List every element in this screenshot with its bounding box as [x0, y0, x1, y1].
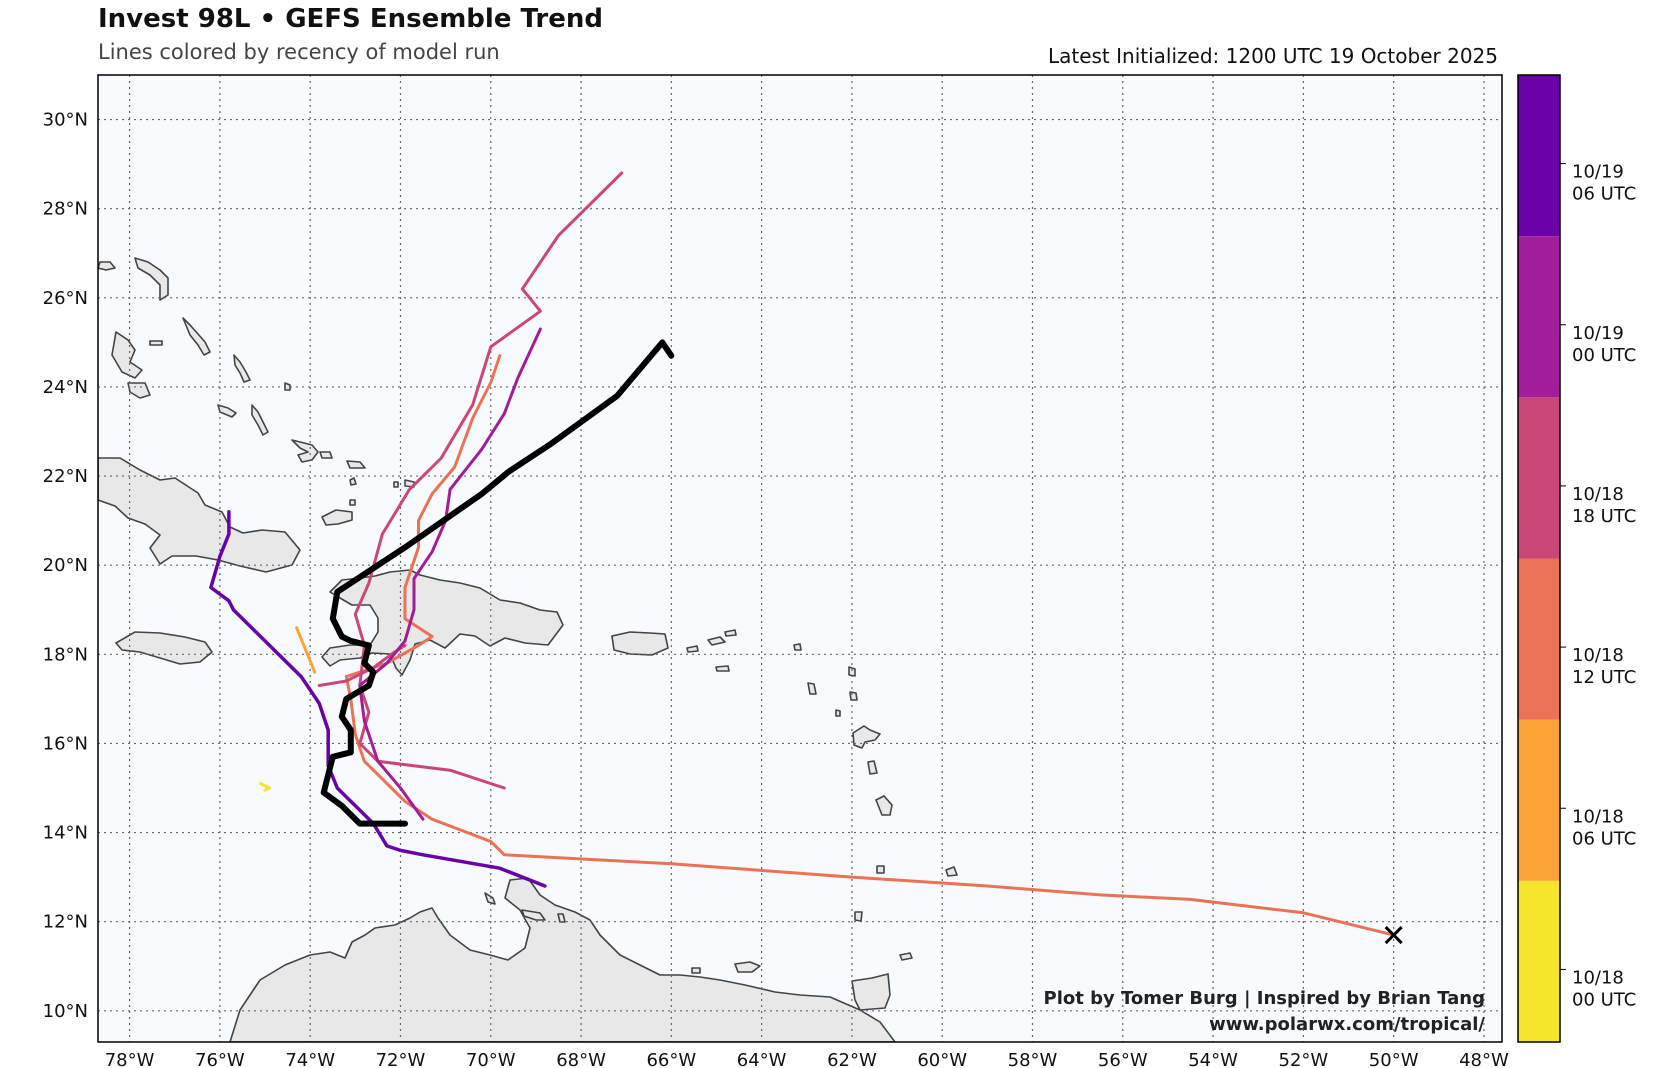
lon-tick-label: 62°W — [827, 1050, 877, 1068]
land-layer — [98, 257, 958, 1042]
lat-tick-label: 14°N — [43, 823, 88, 844]
lon-tick-label: 50°W — [1369, 1050, 1419, 1068]
colorbar-label: 10/19 00 UTC — [1572, 323, 1636, 366]
colorbar-segment — [1518, 719, 1560, 881]
lon-tick-label: 68°W — [556, 1050, 606, 1068]
map-title: Invest 98L • GEFS Ensemble Trend — [98, 4, 603, 34]
lat-tick-label: 22°N — [43, 466, 88, 487]
latitude-ticks: 10°N 12°N 14°N 16°N 18°N 20°N 22°N 24°N 26°N 28°N… — [43, 110, 88, 1022]
lat-tick-label: 12°N — [43, 912, 88, 933]
track-line — [259, 782, 271, 792]
colorbar-label: 10/18 06 UTC — [1572, 806, 1636, 849]
lon-tick-label: 52°W — [1279, 1050, 1329, 1068]
lon-tick-label: 48°W — [1459, 1050, 1509, 1068]
lon-tick-label: 66°W — [646, 1050, 696, 1068]
graticule — [98, 75, 1502, 1042]
colorbar-frame — [1517, 74, 1561, 1043]
lon-tick-label: 56°W — [1098, 1050, 1148, 1068]
track-line — [344, 354, 1396, 937]
lat-tick-label: 18°N — [43, 644, 88, 665]
puerto-rico-island — [611, 631, 669, 656]
colorbar-segment — [1518, 880, 1560, 1042]
lat-tick-label: 28°N — [43, 199, 88, 220]
lat-tick-label: 24°N — [43, 377, 88, 398]
colorbar-segment — [1518, 397, 1560, 559]
colorbar-label: 10/19 06 UTC — [1572, 162, 1636, 205]
trinidad-island — [851, 973, 891, 1011]
hispaniola-island — [321, 569, 564, 676]
lon-tick-label: 58°W — [1008, 1050, 1058, 1068]
lon-tick-label: 54°W — [1188, 1050, 1238, 1068]
track-line — [358, 327, 542, 821]
credit-url: www.polarwx.com/tropical/ — [1209, 1014, 1485, 1035]
lon-tick-label: 70°W — [466, 1050, 516, 1068]
colorbar-segment — [1518, 558, 1560, 720]
plot-frame — [97, 74, 1503, 1043]
longitude-ticks: 78°W 76°W 74°W 72°W 70°W 68°W 66°W 64°W 62°W 60°W… — [105, 1050, 1509, 1068]
track-line — [295, 626, 317, 674]
marker-stroke — [1384, 925, 1403, 945]
track-line — [353, 171, 624, 790]
lon-tick-label: 74°W — [285, 1050, 335, 1068]
current-position-marker — [1384, 925, 1403, 945]
map-subtitle: Lines colored by recency of model run — [98, 40, 500, 64]
colorbar-label: 10/18 18 UTC — [1572, 484, 1636, 527]
bahamas-islands — [111, 331, 143, 379]
lat-tick-label: 10°N — [43, 1001, 88, 1022]
latest-initialized: Latest Initialized: 1200 UTC 19 October … — [1047, 44, 1498, 68]
lon-tick-label: 78°W — [105, 1050, 155, 1068]
colorbar-label: 10/18 12 UTC — [1572, 645, 1636, 688]
south-america-coast — [229, 877, 896, 1042]
credit-author: Plot by Tomer Burg | Inspired by Brian T… — [1044, 988, 1485, 1009]
lat-tick-label: 26°N — [43, 288, 88, 309]
guadeloupe-island — [852, 725, 881, 749]
track-line — [209, 509, 547, 888]
ensemble-tracks — [209, 171, 1396, 937]
lon-tick-label: 60°W — [917, 1050, 967, 1068]
jamaica-island — [115, 631, 213, 665]
lat-tick-label: 30°N — [43, 110, 88, 131]
lat-tick-label: 16°N — [43, 733, 88, 754]
ocean-background — [98, 75, 1502, 1042]
lon-tick-label: 64°W — [737, 1050, 787, 1068]
track-line — [320, 339, 675, 827]
run-time-colorbar: 10/18 00 UTC 10/18 06 UTC 10/18 12 UTC 10/18 18… — [1517, 74, 1636, 1043]
lon-tick-label: 76°W — [195, 1050, 245, 1068]
colorbar-segment — [1518, 236, 1560, 398]
colorbar-label: 10/18 00 UTC — [1572, 967, 1636, 1010]
lon-tick-label: 72°W — [376, 1050, 426, 1068]
lat-tick-label: 20°N — [43, 555, 88, 576]
martinique-island — [875, 795, 893, 816]
colorbar-segment — [1518, 75, 1560, 237]
